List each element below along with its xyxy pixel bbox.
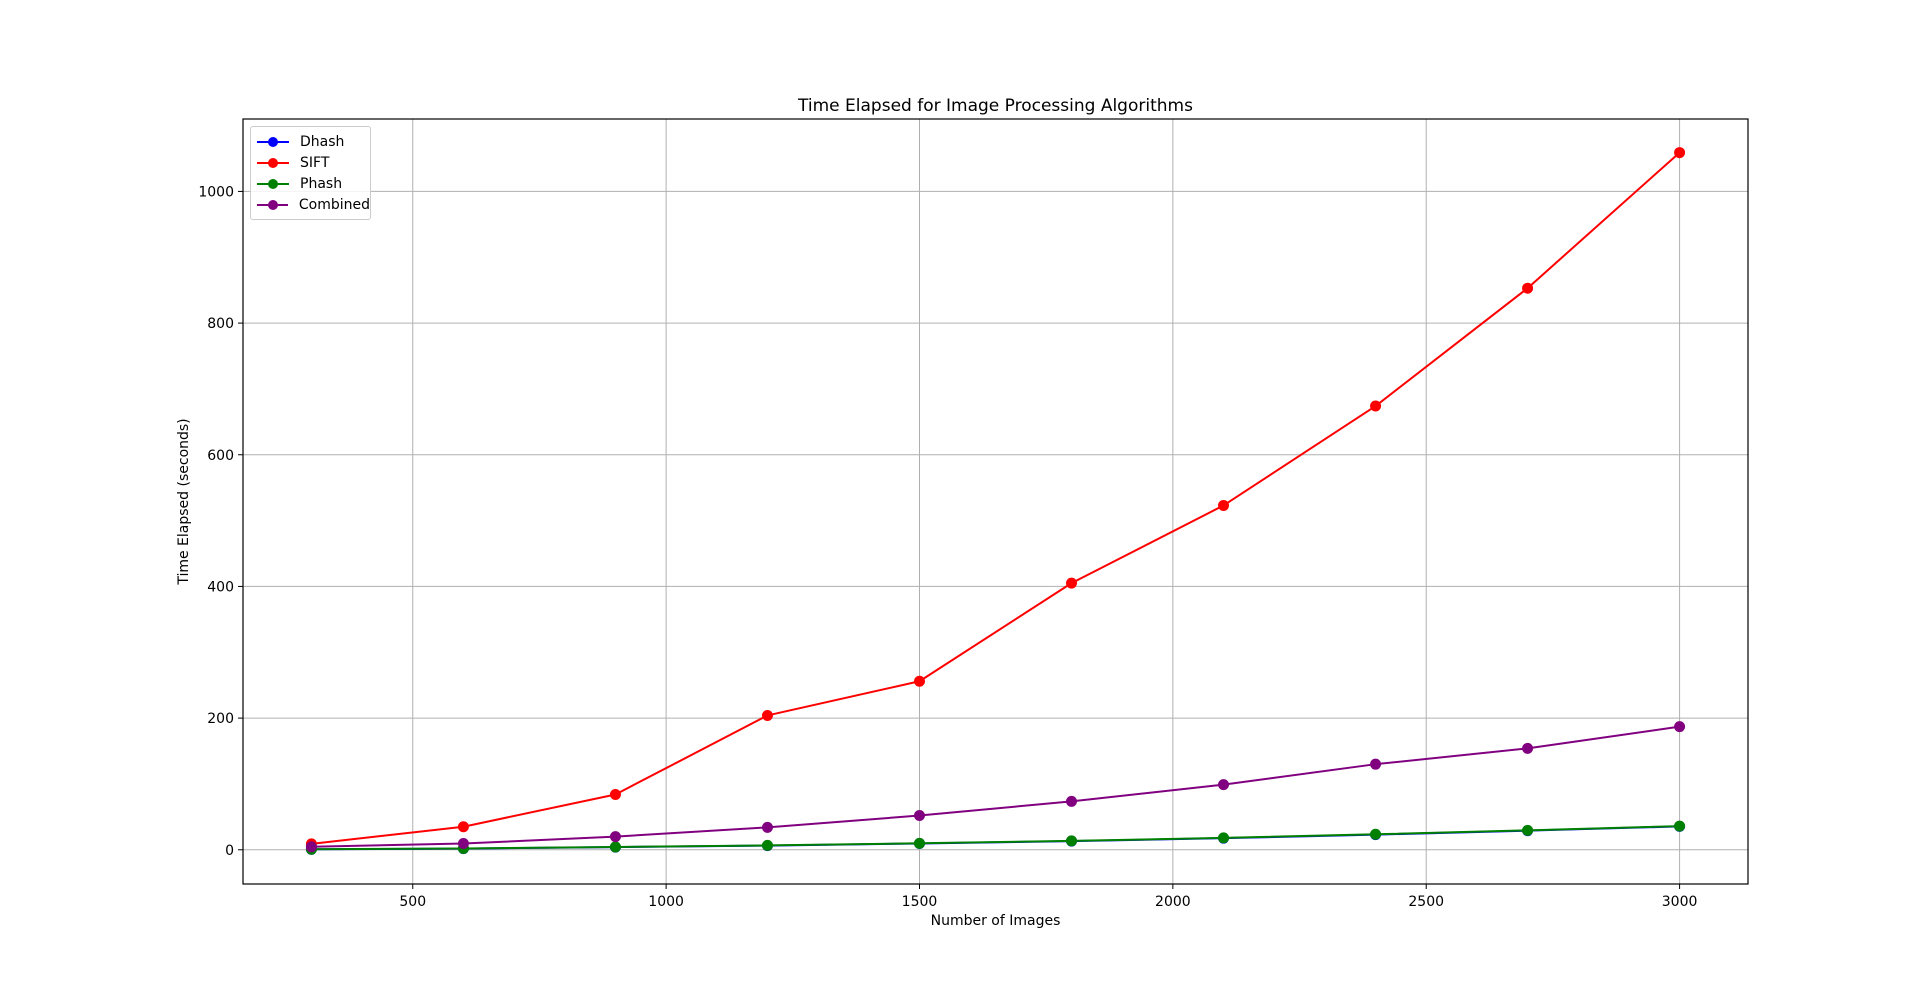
y-tick-label: 800: [207, 316, 234, 332]
y-tick-label: 400: [207, 579, 234, 595]
series-line-combined: [311, 725, 1680, 848]
data-point-combined: [1066, 795, 1078, 807]
series-line-sift: [311, 151, 1681, 845]
legend-label-dhash: Dhash: [300, 133, 345, 150]
data-point-phash: [761, 839, 773, 851]
legend-item-sift: SIFT: [251, 152, 370, 173]
data-point-combined: [761, 821, 773, 833]
legend-label-sift: SIFT: [300, 154, 330, 171]
legend-item-phash: Phash: [251, 173, 370, 194]
series-layer: [305, 147, 1686, 855]
x-tick-label: 1500: [902, 894, 938, 910]
data-point-sift: [609, 788, 621, 800]
legend-label-phash: Phash: [300, 175, 343, 192]
series-phash: [305, 820, 1686, 855]
data-point-combined: [457, 838, 469, 850]
data-point-phash: [1370, 828, 1382, 840]
data-point-phash: [609, 841, 621, 853]
data-point-combined: [609, 831, 621, 843]
series-combined: [305, 721, 1686, 853]
y-axis-label: Time Elapsed (seconds): [176, 418, 192, 585]
x-axis-label: Number of Images: [931, 913, 1061, 929]
legend-swatch-sift: [257, 157, 289, 169]
data-point-combined: [1370, 758, 1382, 770]
data-point-sift: [913, 675, 925, 687]
data-point-phash: [913, 837, 925, 849]
legend-item-dhash: Dhash: [251, 131, 370, 152]
legend-swatch-combined: [257, 199, 288, 211]
y-tick-label: 1000: [198, 184, 234, 200]
series-sift: [305, 147, 1686, 850]
data-point-combined: [305, 841, 317, 853]
x-tick-label: 2500: [1408, 894, 1444, 910]
data-point-combined: [1522, 742, 1534, 754]
legend-item-combined: Combined: [251, 194, 370, 215]
y-tick-label: 0: [225, 843, 234, 859]
data-point-sift: [761, 709, 773, 721]
x-tick-label: 1000: [648, 894, 684, 910]
data-point-phash: [1066, 835, 1078, 847]
data-point-combined: [1218, 779, 1230, 791]
legend-swatch-dhash: [257, 136, 289, 148]
data-point-sift: [457, 821, 469, 833]
y-tick-label: 600: [207, 448, 234, 464]
data-point-combined: [1674, 721, 1686, 733]
x-tick-label: 500: [399, 894, 426, 910]
series-line-dhash: [311, 825, 1680, 851]
data-point-combined: [913, 810, 925, 822]
data-point-sift: [1370, 400, 1382, 412]
data-point-phash: [1674, 820, 1686, 832]
data-point-phash: [1218, 832, 1230, 844]
axis-ticks: 500 1000 1500 2000 2500 3000 0 200 400 600 800 1000: [198, 184, 1697, 910]
series-line-phash: [311, 825, 1680, 851]
data-point-sift: [1066, 577, 1078, 589]
data-point-sift: [1218, 499, 1230, 511]
legend-swatch-phash: [257, 178, 289, 190]
y-tick-label: 200: [207, 711, 234, 727]
data-point-phash: [1522, 824, 1534, 836]
x-tick-label: 3000: [1662, 894, 1698, 910]
legend-label-combined: Combined: [298, 196, 370, 213]
plot-frame: [242, 118, 1749, 885]
data-point-sift: [1522, 282, 1534, 294]
data-point-sift: [1674, 147, 1686, 159]
x-tick-label: 2000: [1155, 894, 1191, 910]
grid-lines: [243, 119, 1748, 884]
chart-title: Time Elapsed for Image Processing Algori…: [797, 96, 1193, 116]
legend: Dhash SIFT Phash Combined: [250, 126, 371, 220]
